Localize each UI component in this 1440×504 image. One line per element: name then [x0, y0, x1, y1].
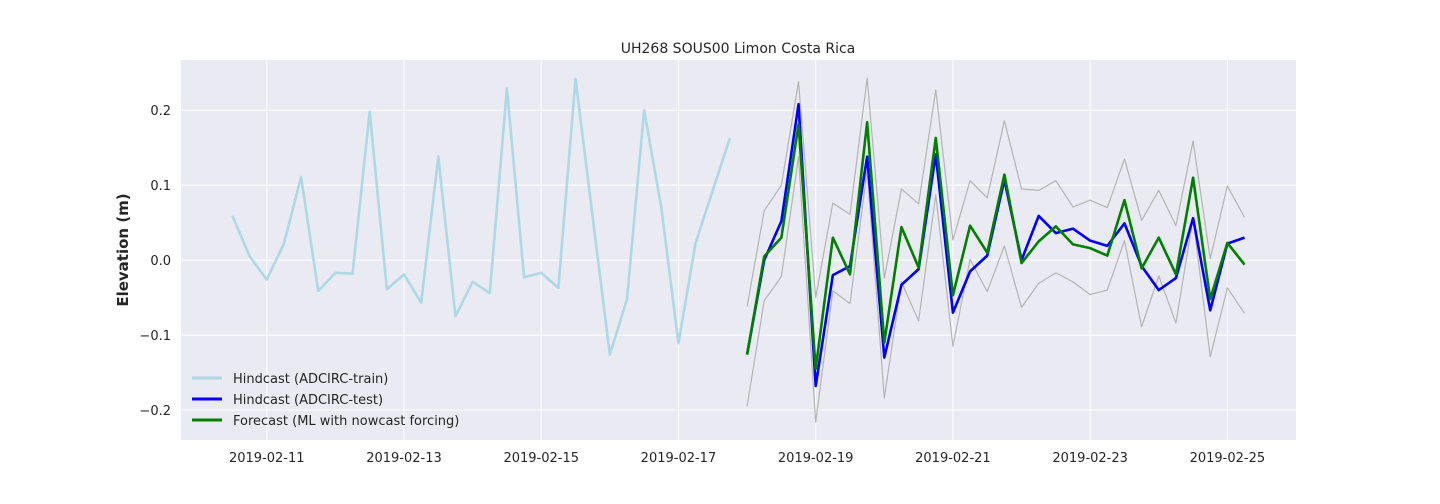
- uncertainty-line: [746, 77, 1246, 307]
- chart-title: UH268 SOUS00 Limon Costa Rica: [621, 41, 856, 57]
- series-line-0: [231, 77, 732, 356]
- y-tick-label: −0.2: [139, 404, 171, 419]
- y-tick-label: 0.1: [150, 179, 171, 194]
- y-axis: −0.2 −0.1 0.0 0.1 0.2: [139, 104, 171, 419]
- series-layer: [231, 77, 1246, 423]
- legend-label-forecast: Forecast (ML with nowcast forcing): [233, 414, 459, 429]
- y-axis-label: Elevation (m): [114, 193, 132, 306]
- x-tick-label: 2019-02-17: [641, 451, 717, 466]
- x-axis: 2019-02-11 2019-02-13 2019-02-15 2019-02-17…: [229, 451, 1265, 466]
- x-tick-label: 2019-02-19: [778, 451, 854, 466]
- x-tick-label: 2019-02-13: [366, 451, 442, 466]
- y-tick-label: −0.1: [139, 329, 171, 344]
- grid: [181, 60, 1296, 440]
- x-tick-label: 2019-02-25: [1190, 451, 1266, 466]
- legend-label-train: Hindcast (ADCIRC-train): [233, 372, 388, 387]
- x-tick-label: 2019-02-11: [229, 451, 305, 466]
- legend-label-test: Hindcast (ADCIRC-test): [233, 393, 383, 408]
- y-tick-label: 0.2: [150, 104, 171, 119]
- x-tick-label: 2019-02-23: [1052, 451, 1128, 466]
- x-tick-label: 2019-02-21: [915, 451, 991, 466]
- y-tick-label: 0.0: [150, 254, 171, 269]
- uncertainty-line: [746, 156, 1246, 423]
- x-tick-label: 2019-02-15: [503, 451, 579, 466]
- series-line-2: [745, 120, 1246, 371]
- legend: Hindcast (ADCIRC-train) Hindcast (ADCIRC…: [192, 372, 459, 429]
